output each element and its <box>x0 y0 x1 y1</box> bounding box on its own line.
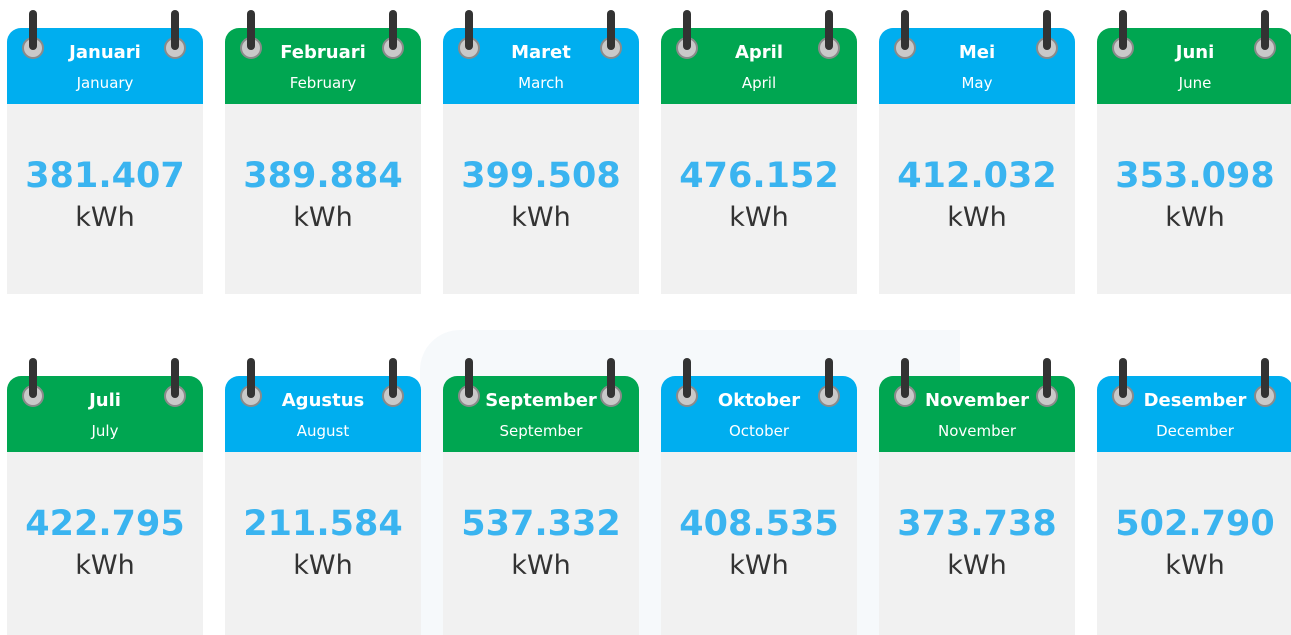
month-subtitle: May <box>961 74 993 92</box>
energy-value: 412.032 <box>897 156 1057 196</box>
energy-value: 389.884 <box>243 156 403 196</box>
month-card: Agustus August 211.584 kWh <box>225 358 421 635</box>
month-body: 408.535 kWh <box>661 452 857 635</box>
energy-value: 353.098 <box>1115 156 1275 196</box>
energy-unit: kWh <box>1165 202 1225 233</box>
month-header: Agustus August <box>225 358 421 452</box>
binder-rings <box>1112 10 1276 59</box>
month-body: 502.790 kWh <box>1097 452 1291 635</box>
month-card: Juli July 422.795 kWh <box>7 358 203 635</box>
month-subtitle: April <box>741 74 777 92</box>
energy-unit: kWh <box>293 550 353 581</box>
energy-unit: kWh <box>1165 550 1225 581</box>
month-card: Oktober October 408.535 kWh <box>661 358 857 635</box>
energy-unit: kWh <box>75 550 135 581</box>
month-card: April April 476.152 kWh <box>661 10 857 294</box>
energy-unit: kWh <box>293 202 353 233</box>
month-title: Mei <box>958 42 996 63</box>
month-header: Oktober October <box>661 358 857 452</box>
energy-value: 211.584 <box>243 504 403 544</box>
month-card: November November 373.738 kWh <box>879 358 1075 635</box>
month-header: Juni June <box>1097 10 1291 104</box>
month-card: Januari January 381.407 kWh <box>7 10 203 294</box>
binder-rings <box>894 358 1058 407</box>
energy-unit: kWh <box>75 202 135 233</box>
binder-rings <box>240 10 404 59</box>
month-card: Desember December 502.790 kWh <box>1097 358 1291 635</box>
month-title: Maret <box>511 42 571 63</box>
month-header: Mei May <box>879 10 1075 104</box>
binder-rings <box>894 10 1058 59</box>
energy-value: 399.508 <box>461 156 621 196</box>
month-title: September <box>485 390 597 411</box>
binder-rings <box>676 358 840 407</box>
month-title: Januari <box>69 42 141 63</box>
month-body: 211.584 kWh <box>225 452 421 635</box>
month-body: 399.508 kWh <box>443 104 639 294</box>
energy-value: 476.152 <box>679 156 839 196</box>
energy-unit: kWh <box>947 202 1007 233</box>
month-title: Desember <box>1143 390 1247 411</box>
energy-unit: kWh <box>511 202 571 233</box>
month-title: November <box>924 390 1030 411</box>
month-title: Juni <box>1175 42 1215 63</box>
month-card: Juni June 353.098 kWh <box>1097 10 1291 294</box>
month-subtitle: June <box>1178 74 1212 92</box>
energy-value: 381.407 <box>25 156 185 196</box>
month-subtitle: August <box>296 422 350 440</box>
month-title: Oktober <box>717 390 801 411</box>
month-body: 412.032 kWh <box>879 104 1075 294</box>
month-body: 476.152 kWh <box>661 104 857 294</box>
month-subtitle: December <box>1156 422 1234 440</box>
month-header: Januari January <box>7 10 203 104</box>
month-subtitle: March <box>518 74 564 92</box>
month-subtitle: September <box>499 422 583 440</box>
month-subtitle: January <box>76 74 134 92</box>
energy-unit: kWh <box>947 550 1007 581</box>
month-subtitle: November <box>937 422 1017 440</box>
month-header: Februari February <box>225 10 421 104</box>
month-title: Februari <box>280 42 366 63</box>
month-card: September September 537.332 kWh <box>443 358 639 635</box>
month-header: September September <box>443 358 639 452</box>
month-body: 389.884 kWh <box>225 104 421 294</box>
binder-rings <box>676 10 840 59</box>
month-title: Agustus <box>281 390 365 411</box>
binder-rings <box>22 358 186 407</box>
month-subtitle: February <box>289 74 357 92</box>
energy-unit: kWh <box>729 550 789 581</box>
energy-unit: kWh <box>511 550 571 581</box>
month-subtitle: July <box>91 422 119 440</box>
month-card: Maret March 399.508 kWh <box>443 10 639 294</box>
month-title: Juli <box>89 390 121 411</box>
month-card: Mei May 412.032 kWh <box>879 10 1075 294</box>
energy-value: 537.332 <box>461 504 621 544</box>
energy-value: 502.790 <box>1115 504 1275 544</box>
binder-rings <box>458 10 622 59</box>
energy-value: 373.738 <box>897 504 1057 544</box>
binder-rings <box>1112 358 1276 407</box>
month-header: Desember December <box>1097 358 1291 452</box>
month-subtitle: October <box>728 422 790 440</box>
month-body: 537.332 kWh <box>443 452 639 635</box>
energy-value: 408.535 <box>679 504 839 544</box>
binder-rings <box>240 358 404 407</box>
energy-unit: kWh <box>729 202 789 233</box>
month-body: 353.098 kWh <box>1097 104 1291 294</box>
month-card: Februari February 389.884 kWh <box>225 10 421 294</box>
month-title: April <box>734 42 784 63</box>
month-body: 373.738 kWh <box>879 452 1075 635</box>
binder-rings <box>458 358 622 407</box>
month-header: Juli July <box>7 358 203 452</box>
month-header: Maret March <box>443 10 639 104</box>
month-header: November November <box>879 358 1075 452</box>
energy-value: 422.795 <box>25 504 185 544</box>
month-body: 381.407 kWh <box>7 104 203 294</box>
month-header: April April <box>661 10 857 104</box>
binder-rings <box>22 10 186 59</box>
month-body: 422.795 kWh <box>7 452 203 635</box>
